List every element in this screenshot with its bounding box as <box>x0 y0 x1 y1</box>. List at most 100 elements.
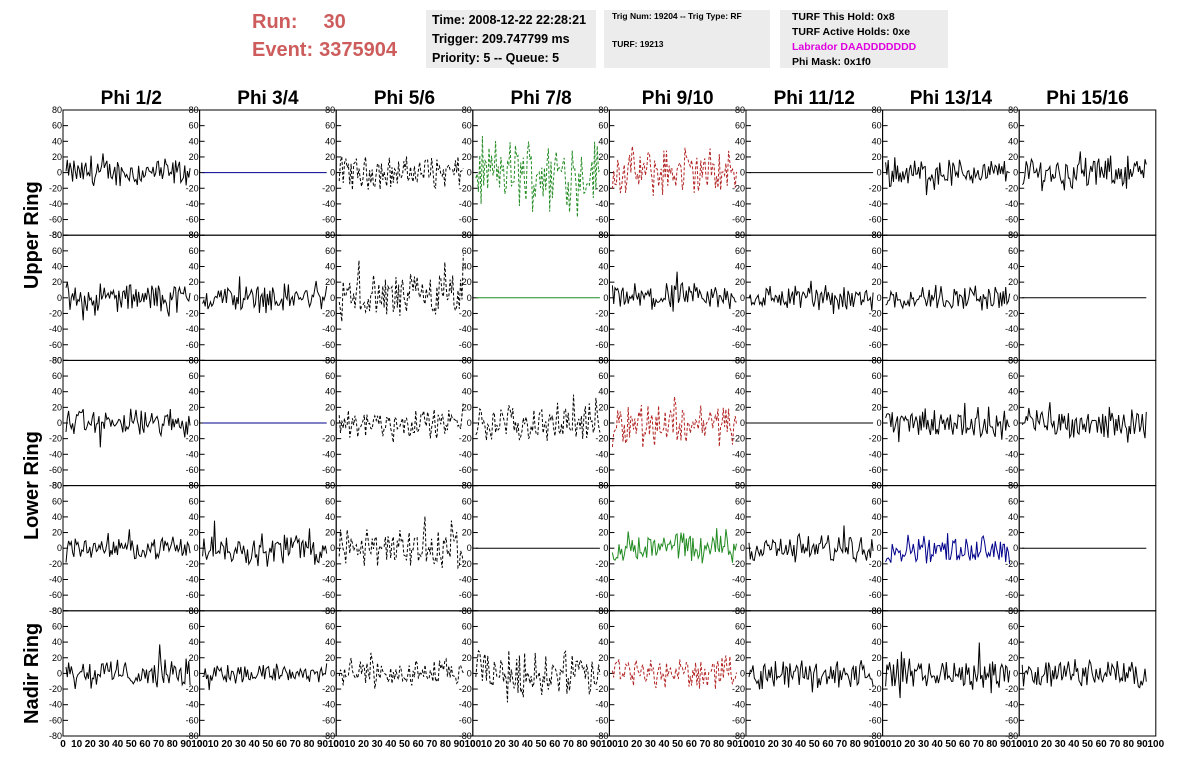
y-tick-label: 0 <box>194 168 199 178</box>
y-tick-label: 0 <box>330 668 335 678</box>
y-tick-label: 80 <box>872 105 882 115</box>
x-tick-label: 10 <box>617 739 629 750</box>
y-tick-label: 0 <box>603 168 608 178</box>
x-tick-label: 90 <box>180 739 192 750</box>
y-tick-label: 40 <box>325 387 335 397</box>
y-tick-label: 80 <box>325 230 335 240</box>
turf-active-holds-text: TURF Active Holds: 0xe <box>792 26 911 38</box>
y-tick-label: -20 <box>186 559 199 569</box>
x-tick-label: 0 <box>607 739 613 750</box>
y-tick-label: -40 <box>595 700 608 710</box>
y-tick-label: -60 <box>186 215 199 225</box>
panel-frame <box>745 234 884 361</box>
y-tick-label: -40 <box>869 199 882 209</box>
y-tick-label: -40 <box>459 324 472 334</box>
waveform-trace <box>611 271 737 312</box>
y-tick-label: 40 <box>325 637 335 647</box>
x-tick-label: 30 <box>98 739 110 750</box>
y-tick-label: 80 <box>462 105 472 115</box>
y-tick-label: 40 <box>598 262 608 272</box>
y-tick-label: 0 <box>194 418 199 428</box>
y-tick-label: 0 <box>877 543 882 553</box>
y-tick-label: -20 <box>869 434 882 444</box>
y-tick-label: 60 <box>189 496 199 506</box>
y-tick-label: 20 <box>189 277 199 287</box>
y-tick-label: -40 <box>869 324 882 334</box>
column-label: Phi 13/14 <box>910 88 993 109</box>
y-tick-label: -60 <box>1005 340 1018 350</box>
y-tick-label: -20 <box>595 559 608 569</box>
y-tick-label: -20 <box>1005 434 1018 444</box>
y-tick-label: 80 <box>52 230 62 240</box>
y-tick-label: -20 <box>49 308 62 318</box>
y-tick-label: -80 <box>49 731 62 741</box>
y-tick-label: 20 <box>462 402 472 412</box>
waveform-trace <box>1021 151 1147 192</box>
y-tick-label: 0 <box>57 293 62 303</box>
y-tick-label: 60 <box>872 621 882 631</box>
x-tick-label: 80 <box>986 739 998 750</box>
y-tick-label: 20 <box>325 653 335 663</box>
x-tick-label: 10 <box>208 739 220 750</box>
x-tick-label: 50 <box>536 739 548 750</box>
y-tick-label: -60 <box>186 715 199 725</box>
y-tick-label: 40 <box>735 136 745 146</box>
y-tick-label: -40 <box>869 575 882 585</box>
event-label: Event: <box>252 39 314 61</box>
x-tick-label: 60 <box>413 739 425 750</box>
y-tick-label: 60 <box>1008 496 1018 506</box>
y-tick-label: -60 <box>732 340 745 350</box>
y-tick-label: 0 <box>467 418 472 428</box>
y-tick-label: -20 <box>732 434 745 444</box>
panel-frame <box>608 359 747 487</box>
x-tick-label: 10 <box>481 739 493 750</box>
y-tick-label: -20 <box>869 559 882 569</box>
row-label: Nadir Ring <box>21 623 43 724</box>
y-tick-label: -80 <box>732 731 745 741</box>
y-tick-label: 0 <box>603 418 608 428</box>
time-text: Time: 2008-12-22 22:28:21 <box>432 13 587 27</box>
waveform-trace <box>338 156 464 191</box>
y-tick-label: 60 <box>872 121 882 131</box>
y-tick-label: 20 <box>52 152 62 162</box>
x-tick-label: 60 <box>139 739 151 750</box>
y-tick-label: -40 <box>1005 199 1018 209</box>
x-tick-label: 100 <box>874 739 891 750</box>
y-tick-label: -60 <box>186 590 199 600</box>
y-tick-label: -20 <box>1005 308 1018 318</box>
y-tick-label: -20 <box>186 308 199 318</box>
y-tick-label: 0 <box>740 168 745 178</box>
y-tick-label: 0 <box>467 668 472 678</box>
y-tick-label: 80 <box>735 355 745 365</box>
y-tick-label: -80 <box>869 731 882 741</box>
y-tick-label: 20 <box>735 653 745 663</box>
y-tick-label: 80 <box>325 355 335 365</box>
y-tick-label: 20 <box>52 402 62 412</box>
x-tick-label: 70 <box>973 739 985 750</box>
x-tick-label: 90 <box>1000 739 1012 750</box>
y-tick-label: 60 <box>598 246 608 256</box>
waveform-trace <box>1021 658 1147 689</box>
panel-frame <box>745 610 884 737</box>
x-tick-label: 70 <box>836 739 848 750</box>
y-tick-label: 40 <box>462 262 472 272</box>
y-tick-label: 20 <box>872 653 882 663</box>
x-tick-label: 30 <box>645 739 657 750</box>
y-tick-label: 40 <box>52 136 62 146</box>
panel-frame <box>882 485 1020 612</box>
y-tick-label: 20 <box>1008 653 1018 663</box>
x-tick-label: 40 <box>385 739 397 750</box>
y-tick-label: 0 <box>1013 668 1018 678</box>
y-tick-label: -60 <box>49 340 62 350</box>
y-tick-label: 60 <box>598 496 608 506</box>
y-tick-label: 80 <box>462 230 472 240</box>
y-tick-label: 20 <box>325 402 335 412</box>
y-tick-label: -80 <box>49 355 62 365</box>
x-tick-label: 60 <box>822 739 834 750</box>
waveform-trace <box>338 254 464 322</box>
y-tick-label: 60 <box>1008 371 1018 381</box>
y-tick-label: -80 <box>1005 731 1018 741</box>
y-tick-label: -40 <box>595 324 608 334</box>
y-tick-label: -40 <box>322 324 335 334</box>
waveform-trace <box>65 153 191 187</box>
